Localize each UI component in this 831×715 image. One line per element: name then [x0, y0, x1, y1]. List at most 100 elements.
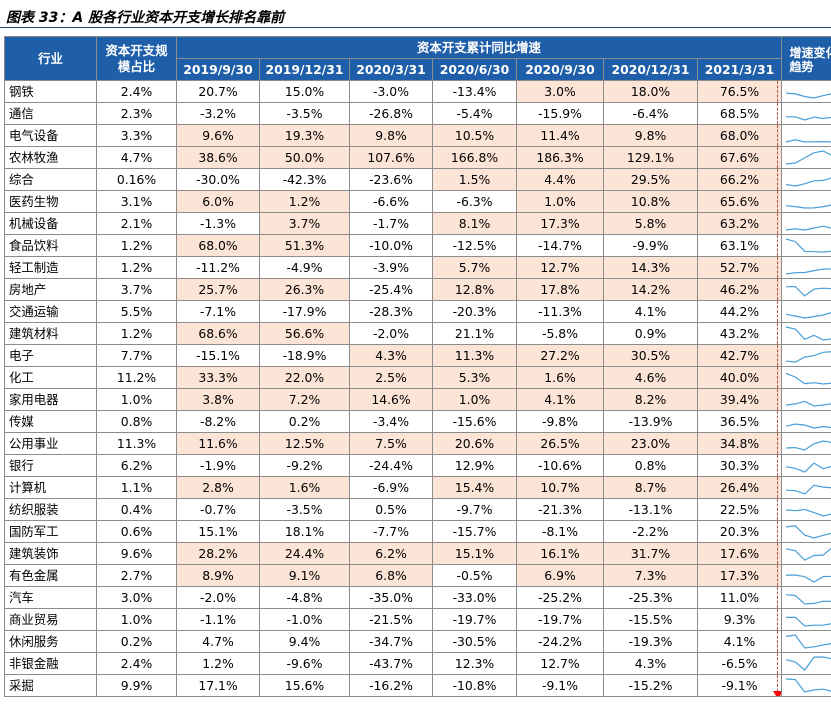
- growth-cell: -2.2%: [603, 520, 698, 543]
- growth-cell: 33.3%: [176, 366, 260, 389]
- growth-cell: 5.7%: [432, 256, 517, 279]
- growth-cell: -13.1%: [603, 498, 698, 521]
- sparkline-cell: [781, 124, 831, 147]
- sparkline: [785, 678, 831, 693]
- industry-cell: 房地产: [4, 278, 97, 301]
- dashed-marker: [777, 477, 778, 498]
- growth-cell: 21.1%: [432, 322, 517, 345]
- growth-cell: -9.8%: [516, 410, 604, 433]
- growth-cell: -18.9%: [259, 344, 350, 367]
- growth-cell: 6.8%: [349, 564, 433, 587]
- share-cell: 1.2%: [96, 322, 177, 345]
- sparkline-line: [786, 116, 831, 121]
- dashed-marker: [777, 389, 778, 410]
- growth-cell: 11.6%: [176, 432, 260, 455]
- growth-cell: -9.1%: [516, 674, 604, 697]
- growth-cell: -15.6%: [432, 410, 517, 433]
- table-row: 机械设备 2.1% -1.3% 3.7% -1.7% 8.1% 17.3% 5.8% 63.2%: [4, 212, 831, 235]
- growth-cell: -1.3%: [176, 212, 260, 235]
- sparkline-line: [785, 547, 831, 561]
- sparkline: [785, 423, 831, 429]
- sparkline: [785, 177, 831, 187]
- growth-cell: 17.3%: [516, 212, 604, 235]
- share-cell: 0.16%: [96, 168, 177, 191]
- share-cell: 5.5%: [96, 300, 177, 323]
- header-period-4: 2020/9/30: [516, 58, 604, 81]
- header-trend: 增速变化趋势: [781, 36, 831, 81]
- industry-cell: 建筑材料: [4, 322, 97, 345]
- industry-cell: 商业贸易: [4, 608, 97, 631]
- table-row: 电气设备 3.3% 9.6% 19.3% 9.8% 10.5% 11.4% 9.8% 68.0%: [4, 124, 831, 147]
- table-row: 传媒 0.8% -8.2% 0.2% -3.4% -15.6% -9.8% -13.9% 36.…: [4, 410, 831, 433]
- growth-cell: 10.5%: [432, 124, 517, 147]
- growth-cell: -0.7%: [176, 498, 260, 521]
- header-share: 资本开支规模占比: [96, 36, 177, 81]
- table-row: 房地产 3.7% 25.7% 26.3% -25.4% 12.8% 17.8% 14.2% 46…: [4, 278, 831, 301]
- sparkline-line: [785, 462, 831, 473]
- growth-cell: 25.7%: [176, 278, 260, 301]
- sparkline-cell: [781, 212, 831, 235]
- growth-cell: -24.4%: [349, 454, 433, 477]
- growth-cell: -10.0%: [349, 234, 433, 257]
- sparkline-line: [785, 678, 831, 693]
- header-period-5: 2020/12/31: [603, 58, 698, 81]
- growth-cell: 129.1%: [603, 146, 698, 169]
- sparkline-cell: [781, 256, 831, 279]
- dashed-marker: [777, 499, 778, 520]
- growth-cell: -15.9%: [516, 102, 604, 125]
- growth-cell: 1.6%: [516, 366, 604, 389]
- down-arrow-icon: [773, 691, 781, 696]
- industry-cell: 有色金属: [4, 564, 97, 587]
- capex-table: 行业 资本开支规模占比 资本开支累计同比增速 增速变化趋势 2019/9/302…: [4, 36, 831, 697]
- sparkline-cell: [781, 388, 831, 411]
- sparkline-line: [785, 204, 831, 209]
- table-row: 医药生物 3.1% 6.0% 1.2% -6.6% -6.3% 1.0% 10.8% 65.6%: [4, 190, 831, 213]
- growth-cell: 17.8%: [516, 278, 604, 301]
- growth-cell: 4.1%: [603, 300, 698, 323]
- growth-cell: 8.1%: [432, 212, 517, 235]
- industry-cell: 钢铁: [4, 80, 97, 103]
- table-row: 国防军工 0.6% 15.1% 18.1% -7.7% -15.7% -8.1% -2.2% 2…: [4, 520, 831, 543]
- growth-cell: 31.7%: [603, 542, 698, 565]
- industry-cell: 交通运输: [4, 300, 97, 323]
- growth-cell: 50.0%: [259, 146, 350, 169]
- growth-cell: 1.0%: [432, 388, 517, 411]
- growth-cell: -17.9%: [259, 300, 350, 323]
- sparkline: [785, 285, 831, 297]
- growth-cell: -2.0%: [176, 586, 260, 609]
- table-row: 农林牧渔 4.7% 38.6% 50.0% 107.6% 166.8% 186.3% 129.…: [4, 146, 831, 169]
- growth-cell: 26.4%: [697, 476, 782, 499]
- growth-cell: -1.0%: [259, 608, 350, 631]
- header-period-1: 2019/12/31: [259, 58, 350, 81]
- growth-cell: -23.6%: [349, 168, 433, 191]
- table-row: 综合 0.16% -30.0% -42.3% -23.6% 1.5% 4.4% 29.5% 66…: [4, 168, 831, 191]
- dashed-marker: [777, 675, 778, 696]
- growth-cell: -4.9%: [259, 256, 350, 279]
- sparkline-line: [785, 238, 831, 253]
- dashed-marker: [777, 455, 778, 476]
- sparkline-line: [785, 525, 831, 539]
- growth-cell: 68.6%: [176, 322, 260, 345]
- growth-cell: 11.0%: [697, 586, 782, 609]
- industry-cell: 休闲服务: [4, 630, 97, 653]
- growth-cell: 12.3%: [432, 652, 517, 675]
- growth-cell: 63.1%: [697, 234, 782, 257]
- sparkline: [785, 268, 831, 275]
- growth-cell: -3.5%: [259, 498, 350, 521]
- industry-cell: 公用事业: [4, 432, 97, 455]
- sparkline-cell: [781, 454, 831, 477]
- share-cell: 6.2%: [96, 454, 177, 477]
- dashed-marker: [777, 543, 778, 564]
- growth-cell: -5.8%: [516, 322, 604, 345]
- growth-cell: 10.8%: [603, 190, 698, 213]
- growth-cell: 12.8%: [432, 278, 517, 301]
- industry-cell: 电气设备: [4, 124, 97, 147]
- growth-cell: -30.0%: [176, 168, 260, 191]
- growth-cell: -8.1%: [516, 520, 604, 543]
- industry-cell: 综合: [4, 168, 97, 191]
- growth-cell: 76.5%: [697, 80, 782, 103]
- sparkline: [785, 312, 831, 319]
- growth-cell: 17.3%: [697, 564, 782, 587]
- share-cell: 11.3%: [96, 432, 177, 455]
- growth-cell: -11.2%: [176, 256, 260, 279]
